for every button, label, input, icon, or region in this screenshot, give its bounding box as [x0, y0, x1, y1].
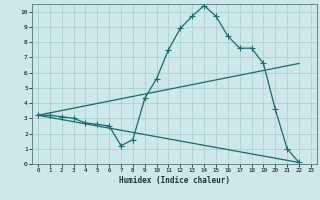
X-axis label: Humidex (Indice chaleur): Humidex (Indice chaleur): [119, 176, 230, 185]
